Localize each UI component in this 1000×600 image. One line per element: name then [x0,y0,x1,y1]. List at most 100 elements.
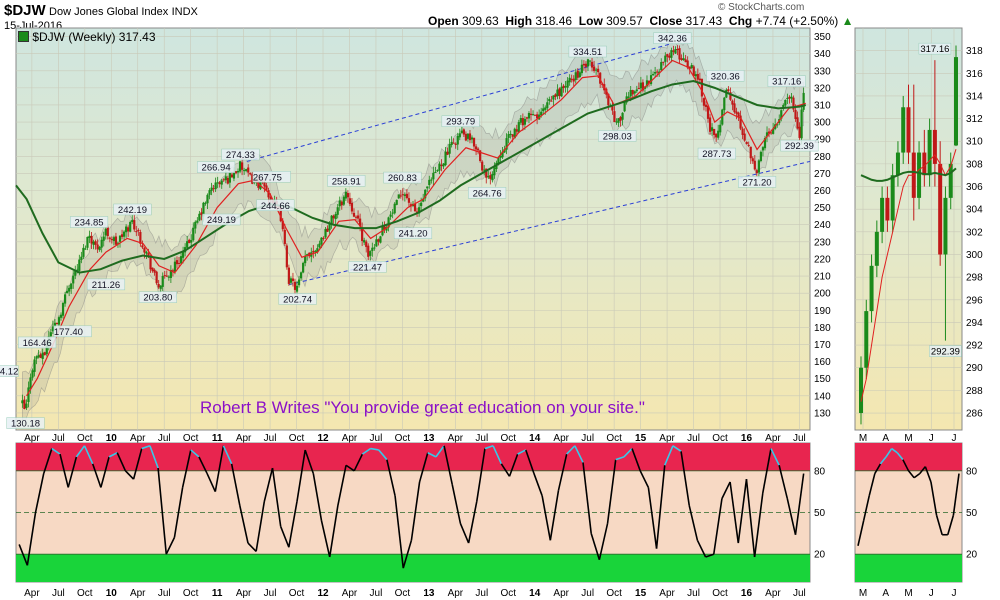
candle-body [558,88,561,96]
oscillator-segment [696,539,707,558]
candle-body [418,207,421,214]
x-tick-label: 13 [423,433,435,444]
symbol-title: $DJW Dow Jones Global Index INDX [4,2,198,19]
oscillator-segment [737,479,748,544]
candle-body [513,128,516,139]
candle-body [666,54,669,57]
oscillator-segment [721,481,731,499]
candle-body [717,130,720,138]
candle-body [293,281,297,290]
candle-body [464,133,468,141]
ma-long-line [860,167,957,182]
oscillator-segment [271,467,282,527]
candle-body [613,111,616,123]
candle-body [692,66,695,77]
candle-body [788,96,791,99]
y-tick-label: 296 [966,295,983,306]
candle-body [413,203,417,212]
candle-body [395,199,398,205]
candle-body [570,78,573,80]
lower-channel-line [289,160,811,286]
candle-body [727,89,730,92]
price-label: 317.16 [772,77,801,88]
price-label: 202.74 [283,294,312,305]
candle-body [755,170,758,174]
candle-body [507,134,510,138]
candle-body [104,228,107,236]
oscillator-segment [51,447,61,455]
candle-body [127,227,130,232]
y-tick-label: 308 [966,159,983,170]
oscillator-segment [435,445,445,458]
candle-body [204,202,207,204]
y-tick-label: 290 [814,135,831,146]
candle-body [647,80,651,84]
candle-body [529,113,533,116]
candle-body [37,355,40,358]
candle-body [78,259,81,271]
candle-body [753,160,756,170]
candle-body [21,400,24,404]
candle-body [651,74,655,76]
candle-body [564,86,567,88]
candle-body [210,187,213,191]
candle-body [181,251,185,258]
candle-body [279,206,282,222]
candle-body [212,188,215,190]
oscillator-segment [165,537,176,555]
candle-body [796,117,799,129]
candle-body [63,294,67,304]
oscillator-segment [132,448,143,480]
candle-body [171,270,175,272]
x-tick-label: Oct [183,588,199,599]
oscillator-segment [541,495,552,541]
candle-body [533,114,537,116]
candle-body [895,152,900,176]
oscillator-segment [116,452,127,472]
candle-body [346,193,349,198]
candle-body [350,202,354,212]
price-label-box [18,336,57,349]
candle-body [576,70,579,78]
candle-body [550,100,553,102]
candle-body [562,85,565,89]
oscillator-segment [467,501,478,544]
candle-body [765,132,769,137]
price-label: 260.83 [388,173,417,184]
candle-body [415,211,419,213]
candle-body [328,222,331,231]
y-tick-label: 320 [814,83,831,94]
candle-body [373,247,376,249]
candle-body [59,314,63,318]
oscillator-segment [862,495,871,522]
candle-body [31,370,34,378]
x-tick-label: J [952,588,957,599]
candle-body [611,106,614,111]
oscillator-segment [631,448,641,472]
oscillator-segment [672,445,682,453]
y-tick-label: 350 [814,32,831,43]
candle-body [240,162,244,170]
oscillator-segment [574,445,584,463]
candle-body [125,226,128,233]
price-label: 234.85 [75,218,104,229]
price-label: 221.47 [353,262,382,273]
x-tick-label: Apr [765,433,781,444]
candle-body [639,82,642,89]
price-label: 266.94 [202,163,231,174]
candle-body [230,174,234,178]
candle-body [741,128,744,135]
candle-body [434,171,437,173]
candle-body [509,133,512,135]
candle-body [686,60,689,68]
oscillator-segment [157,467,168,555]
price-label: 267.75 [253,172,282,183]
candle-body [749,146,752,159]
candle-body [405,193,408,199]
candle-body [194,221,197,229]
oscillator-segment [83,445,94,465]
candle-body [169,269,172,278]
x-tick-label: Jul [581,588,594,599]
x-tick-label: 10 [106,433,118,444]
candle-body [715,133,718,138]
